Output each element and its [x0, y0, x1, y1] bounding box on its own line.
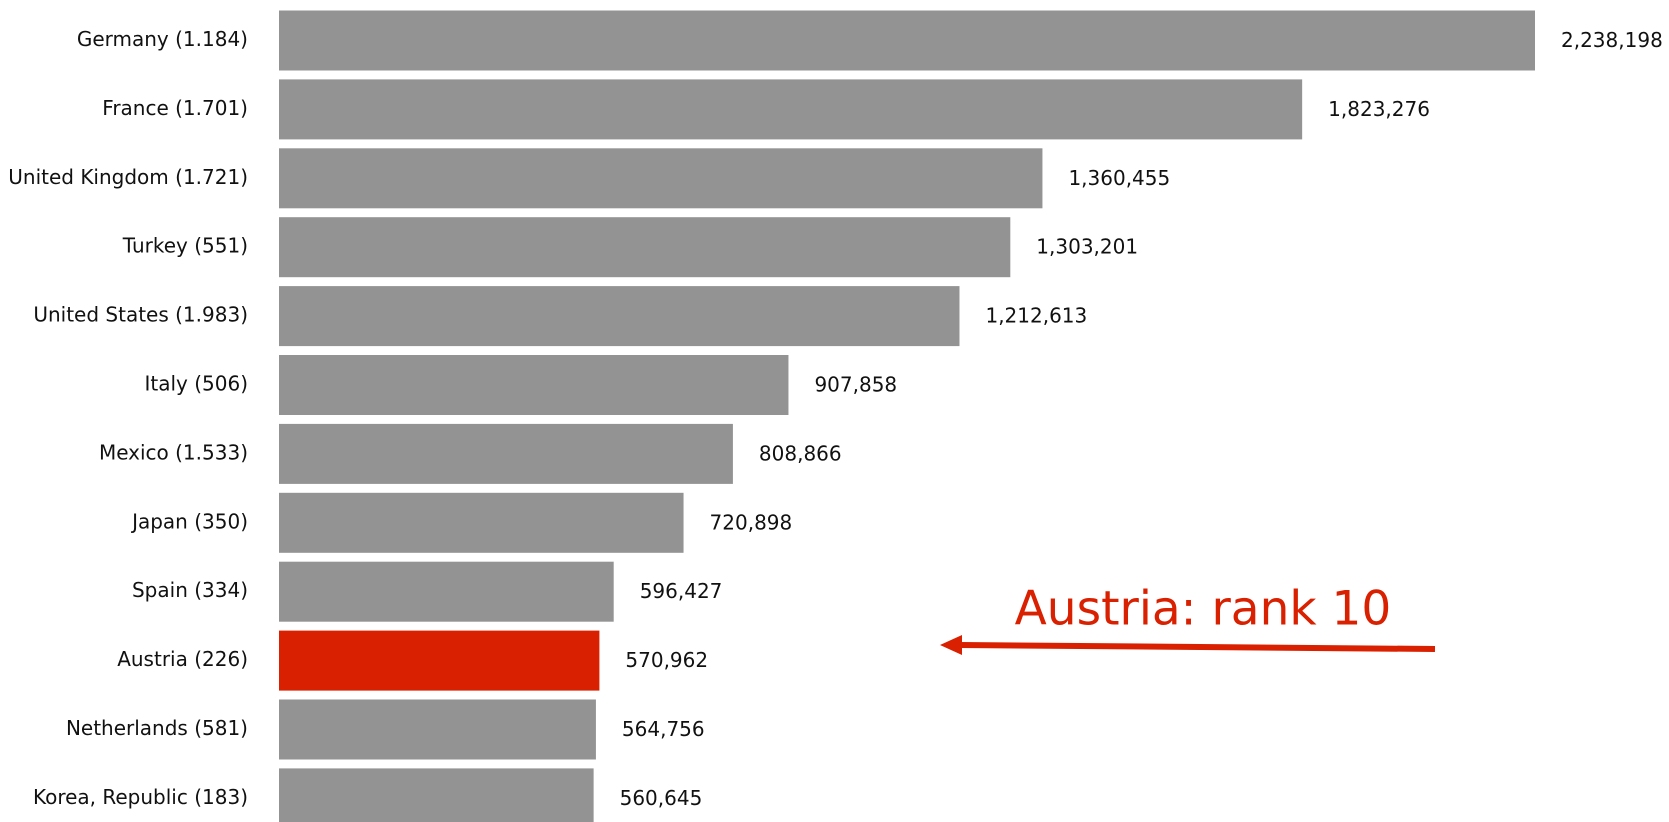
- bar: [279, 79, 1303, 140]
- category-label: Netherlands (581): [66, 716, 248, 740]
- category-label: United States (1.983): [33, 303, 248, 327]
- value-label: 720,898: [710, 510, 793, 534]
- value-label: 1,212,613: [985, 304, 1087, 328]
- value-label: 596,427: [640, 579, 723, 603]
- value-label: 1,303,201: [1036, 235, 1138, 259]
- value-label: 907,858: [814, 373, 897, 397]
- bar: [279, 768, 594, 822]
- category-label: Italy (506): [144, 372, 248, 396]
- bar: [279, 630, 600, 691]
- value-label: 808,866: [759, 441, 842, 465]
- category-label: Turkey (551): [122, 234, 248, 258]
- category-label: Korea, Republic (183): [33, 785, 248, 809]
- category-label: Spain (334): [132, 578, 248, 602]
- category-label: Mexico (1.533): [99, 440, 248, 464]
- category-label: Germany (1.184): [77, 27, 248, 51]
- bar: [279, 286, 960, 347]
- annotation-arrow: [959, 642, 1436, 652]
- bar: [279, 561, 614, 622]
- category-label: Austria (226): [117, 647, 248, 671]
- category-label: France (1.701): [102, 96, 248, 120]
- value-label: 570,962: [625, 648, 708, 672]
- value-label: 2,238,198: [1561, 28, 1663, 52]
- bar: [279, 10, 1535, 71]
- arrow-head: [940, 635, 962, 655]
- annotation: Austria: rank 10: [1015, 582, 1392, 637]
- bar: [279, 699, 596, 760]
- category-label: Japan (350): [130, 509, 248, 533]
- bar: [279, 355, 789, 415]
- bar: [279, 492, 684, 553]
- bar: [279, 148, 1043, 209]
- value-label: 564,756: [622, 717, 705, 741]
- bar: [279, 217, 1011, 278]
- bar: [279, 423, 733, 484]
- category-label: United Kingdom (1.721): [8, 165, 248, 189]
- value-label: 560,645: [620, 786, 703, 810]
- value-label: 1,360,455: [1068, 166, 1170, 190]
- value-label: 1,823,276: [1328, 97, 1430, 121]
